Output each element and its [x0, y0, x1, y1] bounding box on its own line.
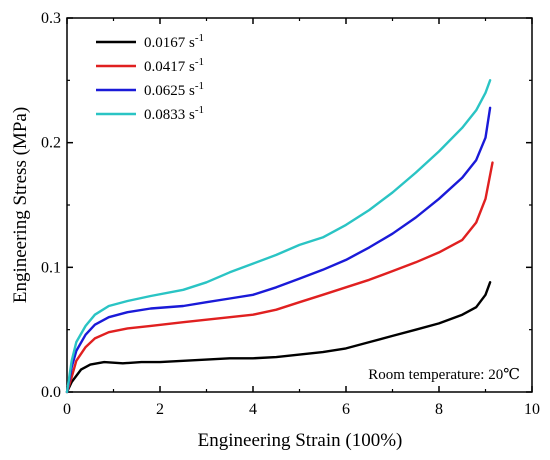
legend-label-3: 0.0625 s-1: [144, 80, 204, 99]
legend-label-2: 0.0417 s-1: [144, 56, 204, 75]
series-line-4: [65, 79, 492, 394]
x-tick-label: 8: [435, 401, 443, 418]
y-tick-label: 0.0: [41, 384, 61, 401]
legend-label-1: 0.0167 s-1: [144, 32, 204, 51]
x-tick-label: 10: [524, 401, 540, 418]
legend-unit-superscript: -1: [195, 104, 204, 116]
legend-unit-superscript: -1: [195, 56, 204, 68]
legend: 0.0167 s-1 0.0417 s-1 0.0625 s-1 0.0833 s-1: [96, 32, 204, 123]
y-axis-title: Engineering Stress (MPa): [10, 107, 31, 303]
plot-frame: [66, 17, 533, 393]
series-line-3: [65, 106, 492, 394]
x-tick-label: 4: [249, 401, 257, 418]
room-temperature-annotation: Room temperature: 20℃: [368, 367, 520, 383]
x-tick-label: 2: [156, 401, 164, 418]
y-tick-label: 0.1: [41, 259, 61, 276]
y-tick-label: 0.2: [41, 135, 61, 152]
x-tick-label: 6: [342, 401, 350, 418]
x-tick-label: 0: [63, 401, 71, 418]
axis-ticks: 0 2 4 6 8 10 0.0 0.1 0.2 0.3: [41, 10, 540, 418]
legend-unit-superscript: -1: [195, 32, 204, 44]
legend-unit-superscript: -1: [195, 80, 204, 92]
legend-label-4: 0.0833 s-1: [144, 104, 204, 123]
series-line-2: [65, 161, 494, 394]
x-axis-title: Engineering Strain (100%): [198, 430, 403, 451]
series-line-1: [65, 281, 492, 394]
y-tick-label: 0.3: [41, 10, 61, 27]
plot-area: [66, 17, 533, 393]
data-series: [65, 79, 494, 394]
